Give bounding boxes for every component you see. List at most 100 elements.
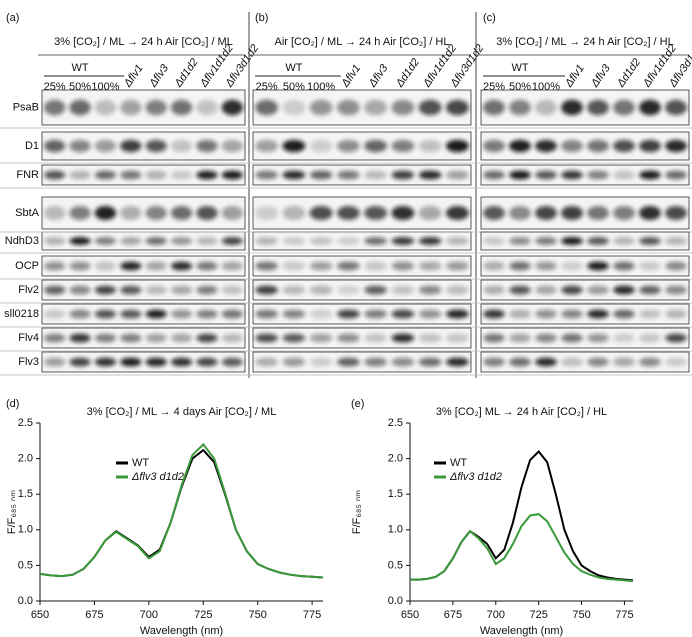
blot-frame — [252, 255, 472, 277]
blot-band — [120, 261, 142, 271]
blot-band — [483, 309, 505, 319]
blot-band — [120, 309, 142, 319]
blot-band — [282, 139, 306, 153]
lane-label: Δd1d2 — [614, 56, 643, 90]
blot-band — [44, 139, 66, 153]
blot-band — [309, 139, 333, 153]
x-tick-label: 775 — [303, 609, 321, 621]
blot-band — [509, 237, 531, 245]
group-label: WT — [72, 62, 89, 74]
blot-frame — [480, 351, 690, 373]
blot-band — [587, 261, 609, 271]
blot-band — [69, 285, 91, 295]
blot-band — [221, 261, 243, 271]
panel-label: (b) — [255, 12, 268, 24]
blot-band — [170, 285, 193, 295]
x-tick-label: 725 — [194, 609, 212, 621]
blot-band — [221, 170, 243, 180]
blot-band — [613, 333, 635, 343]
blot-band — [391, 357, 415, 367]
blot-band — [509, 357, 531, 367]
blot-frame — [480, 327, 690, 349]
blot-band — [120, 139, 142, 153]
blot-band — [221, 333, 243, 343]
blot-band — [145, 261, 167, 271]
blot-band — [364, 205, 388, 221]
blot-band — [255, 357, 279, 367]
blot-band — [391, 99, 415, 116]
blot-band — [120, 333, 142, 343]
blot-band — [483, 139, 505, 153]
lane-label: Δd1d2 — [172, 56, 201, 90]
panel-label: (d) — [6, 398, 19, 410]
blot-band — [535, 357, 557, 367]
blot-band — [445, 285, 469, 295]
blot-band — [445, 205, 469, 221]
blot-frame — [480, 164, 690, 186]
blot-band — [145, 357, 167, 367]
blot-band — [418, 309, 442, 319]
protein-label: PsaB — [13, 101, 39, 113]
blot-band — [44, 99, 66, 116]
blot-band — [561, 99, 583, 116]
blot-band — [336, 170, 360, 180]
blot-band — [445, 237, 469, 245]
blot-band — [509, 205, 531, 221]
y-axis-label: F/F₆₈₅ ₙₘ — [351, 490, 363, 534]
blot-band — [445, 99, 469, 116]
blot-band — [535, 170, 557, 180]
blot-band — [613, 309, 635, 319]
blot-band — [170, 261, 193, 271]
x-tick-label: 750 — [249, 609, 267, 621]
blot-band — [364, 170, 388, 180]
x-axis-label: Wavelength (nm) — [480, 625, 563, 637]
blot-band — [639, 357, 661, 367]
x-tick-label: 700 — [487, 609, 505, 621]
blot-band — [613, 205, 635, 221]
blot-band — [69, 309, 91, 319]
blot-band — [445, 139, 469, 153]
panel-header: 3% [CO₂] / ML → 24 h Air [CO₂] / ML — [54, 36, 233, 48]
blot-band — [94, 237, 117, 245]
blot-band — [561, 237, 583, 245]
blot-band — [170, 205, 193, 221]
blot-band — [364, 261, 388, 271]
blot-band — [120, 170, 142, 180]
blot-band — [196, 285, 218, 295]
blot-band — [170, 237, 193, 245]
axis — [409, 423, 633, 602]
blot-frame — [41, 303, 246, 325]
blot-band — [255, 261, 279, 271]
blot-band — [535, 261, 557, 271]
blot-frame — [41, 327, 246, 349]
blot-band — [145, 237, 167, 245]
lane-label: Δflv1 — [562, 62, 586, 90]
blot-band — [282, 261, 306, 271]
blot-band — [561, 261, 583, 271]
lane-label: Δflv1 — [121, 62, 145, 90]
blot-band — [535, 237, 557, 245]
blot-band — [364, 285, 388, 295]
panel-label: (a) — [6, 12, 19, 24]
spectrum-line — [39, 448, 324, 579]
lane-label: Δflv3 — [588, 62, 613, 90]
spectrum-line — [410, 450, 634, 582]
blot-band — [418, 237, 442, 245]
blot-band — [391, 139, 415, 153]
blot-band — [120, 285, 142, 295]
axis — [39, 423, 323, 602]
blot-band — [221, 309, 243, 319]
blot-band — [509, 309, 531, 319]
blot-band — [44, 333, 66, 343]
y-tick-label: 1.5 — [18, 488, 33, 500]
blot-frame — [41, 164, 246, 186]
blot-band — [336, 205, 360, 221]
protein-label: sll0218 — [4, 308, 39, 320]
blot-frame — [252, 164, 472, 186]
blot-band — [282, 99, 306, 116]
blot-band — [44, 309, 66, 319]
blot-band — [613, 261, 635, 271]
blot-band — [665, 237, 687, 245]
y-tick-label: 2.0 — [18, 453, 33, 465]
blot-band — [509, 139, 531, 153]
